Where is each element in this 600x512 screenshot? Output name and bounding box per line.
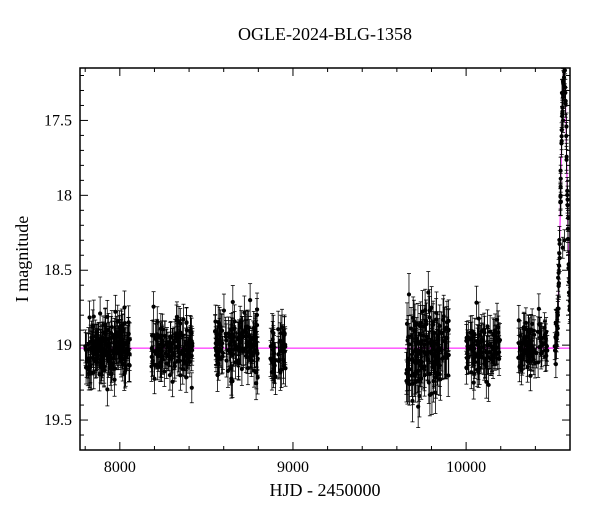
svg-text:9000: 9000 xyxy=(277,459,309,476)
svg-text:17.5: 17.5 xyxy=(44,112,72,129)
y-axis-label: I magnitude xyxy=(12,216,32,302)
chart-svg: OGLE-2024-BLG-1358 8000 9000 10000 17.5 18 18.… xyxy=(0,0,600,512)
svg-text:8000: 8000 xyxy=(104,459,136,476)
svg-text:10000: 10000 xyxy=(446,459,486,476)
svg-text:19.5: 19.5 xyxy=(44,412,72,429)
svg-text:18.5: 18.5 xyxy=(44,262,72,279)
svg-text:19: 19 xyxy=(56,337,72,354)
lightcurve-chart: OGLE-2024-BLG-1358 8000 9000 10000 17.5 18 18.… xyxy=(0,0,600,512)
chart-title: OGLE-2024-BLG-1358 xyxy=(238,24,412,44)
svg-text:18: 18 xyxy=(56,187,72,204)
x-axis-label: HJD - 2450000 xyxy=(270,480,381,500)
